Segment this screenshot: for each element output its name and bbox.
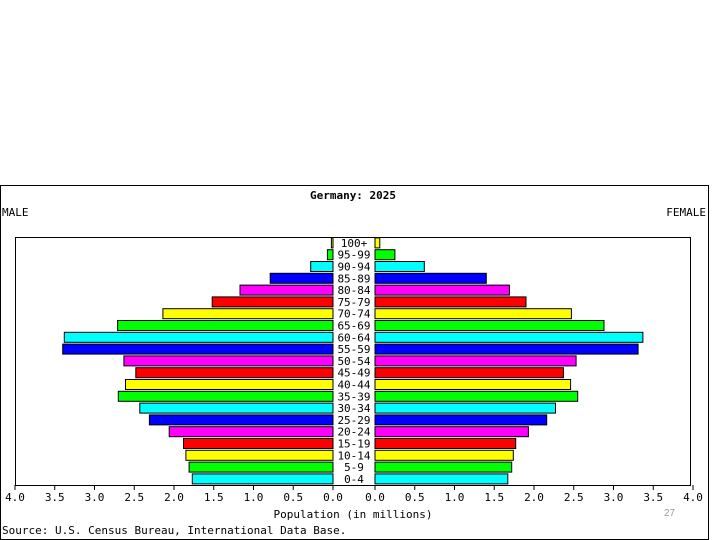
male-bar-75-79 [211,296,334,308]
age-label-95-99: 95-99 [337,249,370,262]
female-bar-10-14 [374,449,514,461]
male-bar-80-84 [239,284,334,296]
male-bar-60-64 [63,331,334,343]
male-tick-label-2: 1.0 [244,491,264,504]
male-tick-label-4: 2.0 [164,491,184,504]
male-bar-40-44 [125,379,334,390]
age-label-35-39: 35-39 [337,390,370,403]
male-bar-25-29 [148,414,334,426]
age-group-labels: 100+95-9990-9485-8980-8475-7970-7465-696… [337,237,370,486]
age-label-60-64: 60-64 [337,331,370,344]
age-label-40-44: 40-44 [337,379,370,392]
x-axis-label: Population (in millions) [274,508,433,521]
age-label-100+: 100+ [341,237,368,250]
female-tick-label-8: 4.0 [683,491,703,504]
female-bar-65-69 [374,320,605,331]
female-bar-25-29 [374,414,548,426]
female-bar-85-89 [374,272,487,284]
female-tick-label-5: 2.5 [564,491,584,504]
female-bar-35-39 [374,390,579,402]
female-bar-95-99 [374,249,396,261]
male-bar-5-9 [188,461,334,473]
male-bars [62,237,334,485]
female-bar-30-34 [374,402,556,414]
male-bar-0-4 [191,473,334,485]
male-axis-ticks: 0.0 0.5 1.0 1.5 2.0 2.5 3.0 3.5 4.0 [5,485,343,504]
slide-number: 27 [664,508,676,519]
female-tick-label-3: 1.5 [484,491,504,504]
age-label-85-89: 85-89 [337,272,370,285]
male-label: MALE [2,206,29,219]
male-bar-20-24 [168,426,334,438]
female-tick-label-6: 3.0 [604,491,624,504]
age-label-50-54: 50-54 [337,355,370,368]
female-tick-label-7: 3.5 [643,491,663,504]
age-label-75-79: 75-79 [337,296,370,309]
female-tick-label-4: 2.0 [524,491,544,504]
male-tick-label-5: 2.5 [124,491,144,504]
female-bar-70-74 [374,308,572,320]
age-label-55-59: 55-59 [337,343,370,356]
female-bar-90-94 [374,261,425,272]
female-bar-0-4 [374,473,509,485]
male-bar-50-54 [123,355,334,367]
age-label-30-34: 30-34 [337,402,370,415]
age-label-45-49: 45-49 [337,367,370,380]
female-bar-75-79 [374,296,527,308]
female-bars [374,237,644,485]
chart-title: Germany: 2025 [310,189,396,202]
male-bar-55-59 [62,343,334,355]
source-note: Source: U.S. Census Bureau, Internationa… [2,524,346,537]
female-bar-100+ [374,237,381,249]
male-bar-70-74 [162,308,334,320]
female-bar-15-19 [374,438,517,449]
male-bar-35-39 [117,390,334,402]
female-bar-80-84 [374,284,510,296]
age-label-65-69: 65-69 [337,320,370,333]
male-tick-label-0: 0.0 [323,491,343,504]
male-bar-45-49 [135,367,334,379]
female-label: FEMALE [666,206,706,219]
male-bar-100+ [330,237,334,249]
male-tick-label-8: 4.0 [5,491,25,504]
plot-area [15,237,691,486]
female-bar-55-59 [374,343,639,355]
age-label-70-74: 70-74 [337,308,370,321]
female-bar-40-44 [374,379,572,390]
chart-frame [0,185,709,540]
male-bar-85-89 [269,272,334,284]
age-label-90-94: 90-94 [337,261,370,274]
female-bar-5-9 [374,461,513,473]
age-label-15-19: 15-19 [337,438,370,451]
male-bar-15-19 [183,438,334,449]
male-tick-label-6: 3.0 [85,491,105,504]
male-bar-30-34 [139,402,334,414]
male-tick-label-1: 0.5 [283,491,303,504]
male-bar-95-99 [326,249,334,261]
female-tick-label-2: 1.0 [445,491,465,504]
age-label-20-24: 20-24 [337,426,370,439]
male-bar-65-69 [117,320,334,331]
male-bar-90-94 [310,261,334,272]
female-bar-20-24 [374,426,529,438]
age-label-5-9: 5-9 [344,461,364,474]
female-axis-ticks: 0.0 0.5 1.0 1.5 2.0 2.5 3.0 3.5 4.0 [365,485,703,504]
age-label-80-84: 80-84 [337,284,370,297]
male-bar-10-14 [185,449,334,461]
female-tick-label-1: 0.5 [405,491,425,504]
age-label-25-29: 25-29 [337,414,370,427]
female-tick-label-0: 0.0 [365,491,385,504]
age-label-0-4: 0-4 [344,473,364,486]
male-tick-label-7: 3.5 [45,491,65,504]
female-bar-45-49 [374,367,564,379]
female-bar-60-64 [374,331,644,343]
female-bar-50-54 [374,355,577,367]
male-tick-label-3: 1.5 [204,491,224,504]
age-label-10-14: 10-14 [337,449,370,462]
